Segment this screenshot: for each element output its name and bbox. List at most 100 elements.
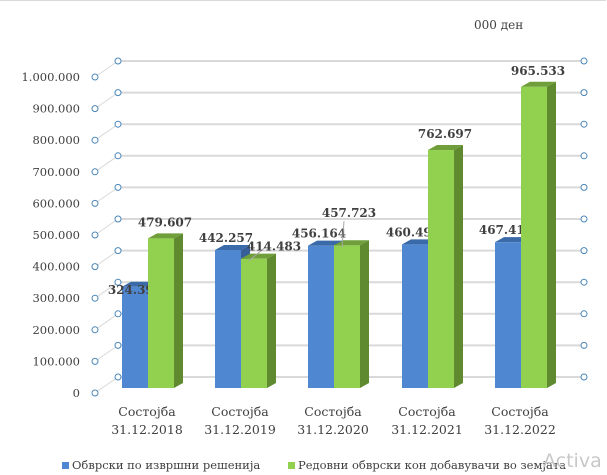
grid-marker [580, 152, 588, 160]
grid-marker [114, 57, 122, 65]
gridline-side [94, 218, 119, 236]
y-tick-label: 900.000 [32, 102, 80, 116]
x-tick-label: 31.12.2021 [391, 422, 463, 437]
legend-swatch-blue [62, 461, 69, 469]
data-label: 467.416 [479, 223, 533, 237]
grid-marker [114, 247, 122, 255]
bar-front [402, 244, 428, 388]
gridline-side [94, 123, 119, 141]
bar-side [547, 81, 556, 389]
bar-side [267, 253, 276, 388]
bar-top [215, 245, 250, 251]
data-label: 442.257 [199, 231, 253, 245]
gridline-side [94, 313, 119, 331]
grid-marker [114, 310, 122, 318]
bar-front [308, 245, 334, 388]
bar-green [428, 145, 463, 388]
data-label: 456.164 [292, 227, 346, 241]
bar-front [215, 250, 241, 388]
grid-marker [114, 373, 122, 381]
y-tick-label: 400.000 [32, 260, 80, 274]
unit-label: 000 ден [474, 18, 524, 32]
bar-top [148, 233, 183, 239]
x-tick-label: 31.12.2018 [111, 422, 183, 437]
grid-marker [114, 152, 122, 160]
grid-marker [114, 89, 122, 97]
bar-front [495, 242, 521, 388]
legend-label: Редовни обврски кон добавувачи во земјат… [298, 458, 567, 472]
grid-marker [91, 389, 99, 397]
grid-marker [91, 105, 99, 113]
y-tick-label: 0 [73, 386, 80, 400]
leader-line [341, 221, 345, 248]
grid-marker [91, 73, 99, 81]
gridline-side [94, 344, 119, 362]
legend-item-series-2[interactable]: Редовни обврски кон добавувачи во земјат… [288, 458, 566, 472]
grid-marker [580, 89, 588, 97]
x-tick-label: Состојба [304, 404, 362, 419]
bar-side [454, 145, 463, 388]
data-label: 762.697 [418, 127, 472, 141]
grid-marker [91, 168, 99, 176]
x-tick-label: 31.12.2022 [484, 422, 556, 437]
grid-marker [91, 263, 99, 271]
x-tick-label: Состојба [118, 404, 176, 419]
bar-top [241, 253, 276, 259]
grid-marker [91, 326, 99, 334]
gridline-side [94, 92, 119, 110]
data-label: 460.498 [386, 225, 440, 239]
watermark: Activa [543, 450, 602, 472]
grid-marker [114, 120, 122, 128]
x-tick-label: Состојба [211, 404, 269, 419]
grid-marker [114, 215, 122, 223]
legend-item-series-1[interactable]: Обврски по извршни решенија [62, 458, 260, 472]
grid-marker [580, 247, 588, 255]
gridline-side [94, 250, 119, 268]
bar-front [521, 86, 547, 389]
grid-marker [114, 183, 122, 191]
bar-front [334, 245, 360, 388]
data-label: 414.483 [247, 240, 301, 254]
grid-marker [580, 278, 588, 286]
bar-green [334, 240, 369, 388]
x-tick-label: Состојба [398, 404, 456, 419]
grid-marker [580, 341, 588, 349]
grid-marker [580, 310, 588, 318]
bar-top [521, 81, 556, 87]
gridline-side [94, 60, 119, 78]
y-tick-label: 100.000 [32, 354, 80, 368]
grid-marker [114, 278, 122, 286]
chart-border [0, 0, 606, 1]
bar-front [122, 286, 148, 388]
grid-marker [114, 341, 122, 349]
data-label: 457.723 [322, 206, 376, 220]
grid-marker [580, 215, 588, 223]
grid-marker [580, 57, 588, 65]
x-tick-label: 31.12.2020 [297, 422, 369, 437]
x-tick-label: Состојба [491, 404, 549, 419]
bar-side [360, 240, 369, 388]
gridline-side [94, 376, 119, 394]
legend-swatch-green [288, 461, 295, 469]
grid-marker [91, 136, 99, 144]
y-tick-label: 300.000 [32, 291, 80, 305]
bar-front [241, 258, 267, 388]
grid-marker [91, 231, 99, 239]
bar-front [428, 150, 454, 388]
leader-line [248, 246, 267, 262]
grid-marker [580, 183, 588, 191]
grid-marker [91, 199, 99, 207]
legend-label: Обврски по извршни решенија [72, 458, 261, 472]
grid-marker [580, 373, 588, 381]
grid-marker [580, 120, 588, 128]
y-tick-label: 1.000.000 [21, 70, 80, 84]
y-tick-label: 200.000 [32, 323, 80, 337]
x-tick-label: 31.12.2019 [204, 422, 276, 437]
grid-marker [91, 357, 99, 365]
bar-side [174, 233, 183, 388]
bar-top [308, 240, 343, 246]
grid-marker [91, 294, 99, 302]
gridline-side [94, 186, 119, 204]
